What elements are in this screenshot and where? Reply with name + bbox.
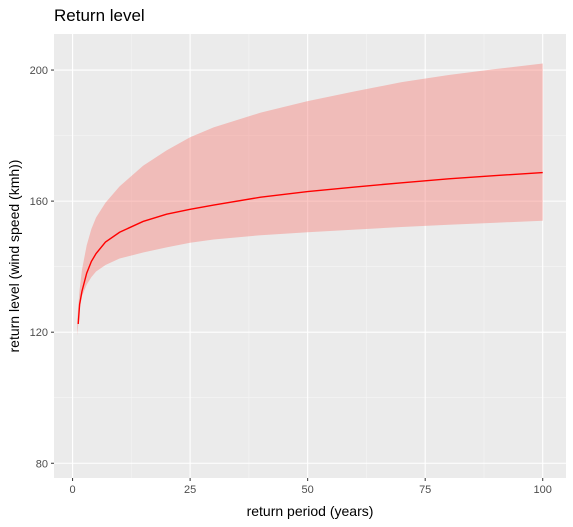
x-axis-title: return period (years) [247, 503, 374, 519]
y-axis: 80 120 160 200 [30, 65, 54, 470]
y-axis-title: return level (wind speed (kmh)) [6, 160, 22, 353]
y-tick-label: 160 [30, 196, 48, 208]
y-tick-label: 80 [36, 458, 48, 470]
x-tick-label: 50 [302, 484, 314, 496]
confidence-band [77, 63, 543, 336]
chart-title: Return level [54, 6, 145, 25]
y-tick-label: 200 [30, 65, 48, 77]
confidence-band-layer [77, 63, 543, 336]
x-tick-label: 100 [534, 484, 552, 496]
y-tick-label: 120 [30, 327, 48, 339]
major-gridlines [54, 34, 566, 478]
return-level-line-layer [77, 171, 543, 325]
minor-gridlines [54, 34, 566, 478]
x-tick-label: 0 [70, 484, 76, 496]
x-axis: 0 25 50 75 100 [70, 478, 552, 496]
x-tick-label: 25 [184, 484, 196, 496]
x-tick-label: 75 [419, 484, 431, 496]
plot-panel [54, 34, 566, 478]
return-level-line [77, 171, 543, 325]
